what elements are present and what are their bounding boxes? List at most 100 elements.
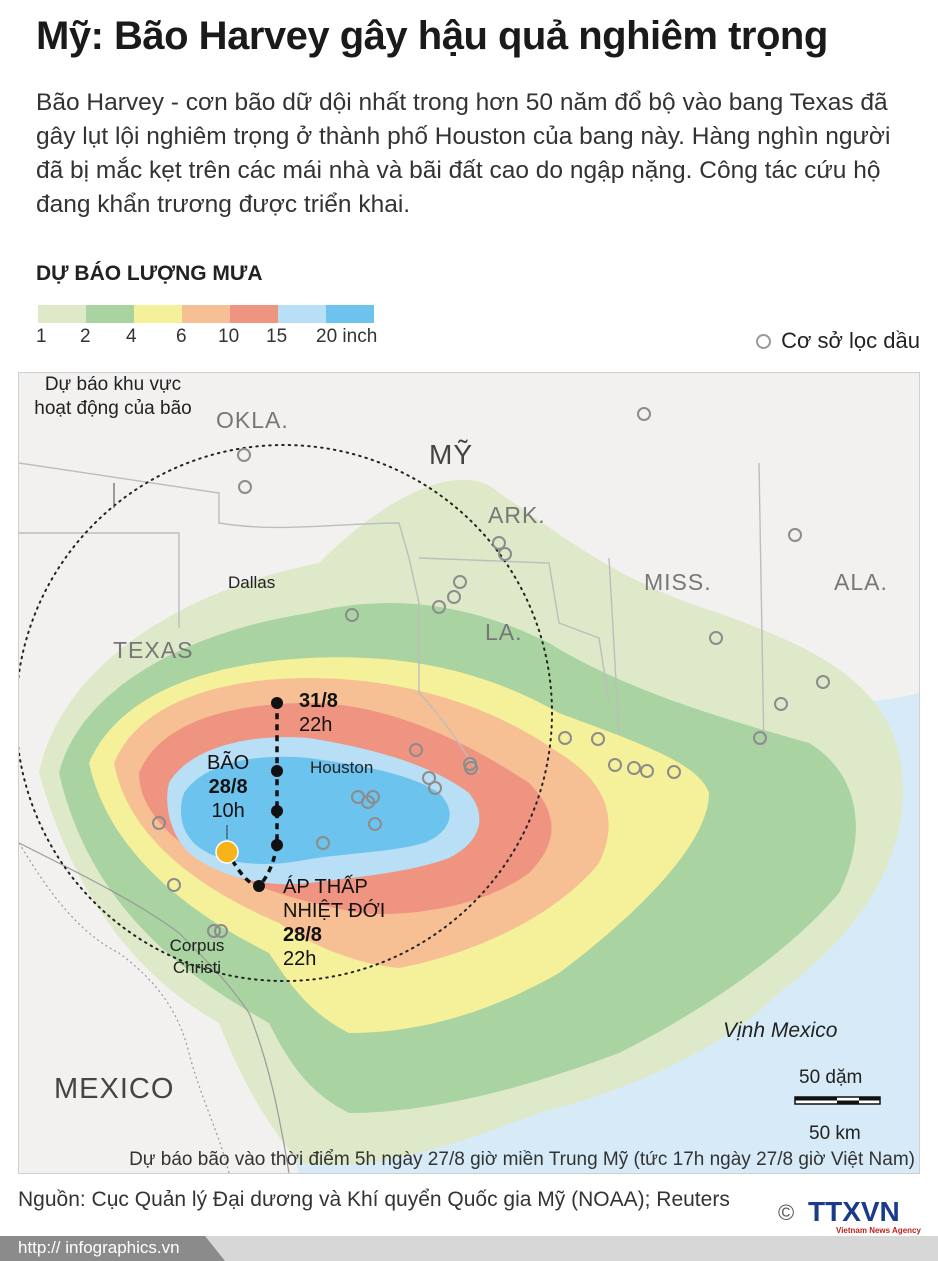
source-text: Nguồn: Cục Quản lý Đại dương và Khí quyể… bbox=[18, 1188, 730, 1211]
scale-label: 20 inch bbox=[316, 326, 378, 347]
refinery-icon bbox=[637, 407, 651, 421]
map-scale-bar bbox=[794, 1096, 881, 1105]
lead-paragraph: Bão Harvey - cơn bão dữ dội nhất trong h… bbox=[36, 89, 891, 218]
depression-label-title: ÁP THẤP NHIỆT ĐỚI bbox=[283, 876, 386, 922]
refinery-icon bbox=[756, 333, 772, 349]
scale-swatch-6 bbox=[182, 305, 230, 323]
end-point-date: 31/8 bbox=[299, 690, 338, 712]
refinery-legend-label: Cơ sở lọc dầu bbox=[781, 328, 920, 353]
refinery-icon bbox=[345, 608, 359, 622]
scale-swatch-20 bbox=[326, 305, 374, 323]
rain-zone-20 bbox=[181, 756, 450, 864]
refinery-icon bbox=[492, 536, 506, 550]
rainfall-color-scale bbox=[38, 305, 374, 323]
storm-label: BÃO 28/8 10h bbox=[207, 751, 249, 823]
storm-track-point bbox=[253, 880, 265, 892]
storm-label-title: BÃO bbox=[207, 752, 250, 774]
refinery-icon bbox=[428, 781, 442, 795]
refinery-icon bbox=[709, 631, 723, 645]
refinery-icon bbox=[447, 590, 461, 604]
storm-track-point bbox=[271, 697, 283, 709]
page-title: Mỹ: Bão Harvey gây hậu quả nghiêm trọng bbox=[36, 14, 828, 58]
end-point-label: 31/8 22h bbox=[299, 689, 338, 737]
city-label-corpus-christi: Corpus Christi bbox=[169, 936, 225, 977]
refinery-icon bbox=[667, 765, 681, 779]
state-label-ala: ALA. bbox=[834, 569, 888, 595]
scale-label: 1 bbox=[36, 326, 47, 347]
city-label-dallas: Dallas bbox=[228, 573, 276, 592]
refinery-icon bbox=[453, 575, 467, 589]
refinery-icon bbox=[498, 547, 512, 561]
storm-label-time: 10h bbox=[211, 800, 245, 822]
scale-label: 10 bbox=[218, 326, 240, 347]
coastline bbox=[19, 842, 290, 1173]
storm-track bbox=[225, 703, 279, 888]
scale-km-label: 50 km bbox=[809, 1123, 861, 1144]
end-point-time: 22h bbox=[299, 714, 333, 736]
storm-label-date: 28/8 bbox=[208, 776, 248, 798]
scale-swatch-15 bbox=[278, 305, 326, 323]
country-label-usa: MỸ bbox=[429, 439, 473, 470]
refinery-icon bbox=[816, 675, 830, 689]
refinery-icon bbox=[238, 480, 252, 494]
refinery-icon bbox=[627, 761, 641, 775]
rainfall-legend-title: DỰ BÁO LƯỢNG MƯA bbox=[36, 262, 263, 285]
state-label-miss: MISS. bbox=[644, 569, 712, 595]
footer-url-link[interactable]: http:// infographics.vn bbox=[18, 1238, 180, 1257]
refinery-icon bbox=[409, 743, 423, 757]
storm-track-point bbox=[271, 765, 283, 777]
map-graphics bbox=[19, 407, 919, 1173]
refinery-icon bbox=[640, 764, 654, 778]
refinery-icon bbox=[422, 771, 436, 785]
refinery-icon bbox=[152, 816, 166, 830]
scale-label: 15 bbox=[266, 326, 288, 347]
refinery-icon bbox=[753, 731, 767, 745]
refinery-icon bbox=[207, 924, 221, 938]
refinery-icon bbox=[608, 758, 622, 772]
ttxvn-logo-subtitle: Vietnam News Agency bbox=[836, 1226, 921, 1235]
state-label-ark: ARK. bbox=[488, 502, 546, 528]
scale-miles-label: 50 dặm bbox=[799, 1067, 863, 1088]
ttxvn-logo-text: TTXVN bbox=[808, 1196, 900, 1227]
forecast-area-circle bbox=[19, 444, 553, 982]
refinery-icon bbox=[464, 761, 478, 775]
refinery-icon bbox=[214, 924, 228, 938]
storm-map: Dự báo khu vực hoạt động của bão OKLA. M… bbox=[18, 372, 920, 1174]
refinery-icon bbox=[788, 528, 802, 542]
refinery-icon bbox=[368, 817, 382, 831]
scale-label: 4 bbox=[126, 326, 137, 347]
refinery-icon bbox=[167, 878, 181, 892]
refinery-icon bbox=[237, 448, 251, 462]
state-label-texas: TEXAS bbox=[113, 637, 194, 663]
ttxvn-logo: TTXVN Vietnam News Agency bbox=[808, 1196, 921, 1235]
scale-label: 2 bbox=[80, 326, 91, 347]
refinery-legend: Cơ sở lọc dầu bbox=[756, 328, 920, 354]
copyright-symbol: © bbox=[778, 1200, 795, 1225]
refinery-icon bbox=[316, 836, 330, 850]
state-label-okla: OKLA. bbox=[216, 407, 289, 433]
depression-label-date: 28/8 bbox=[283, 924, 322, 946]
depression-label: ÁP THẤP NHIỆT ĐỚI 28/8 22h bbox=[283, 875, 403, 971]
refinery-icon bbox=[558, 731, 572, 745]
state-label-la: LA. bbox=[485, 619, 523, 645]
refinery-icon bbox=[774, 697, 788, 711]
storm-icon bbox=[215, 840, 239, 864]
country-label-mexico: MEXICO bbox=[54, 1073, 175, 1105]
scale-swatch-4 bbox=[134, 305, 182, 323]
refinery-icon bbox=[361, 795, 375, 809]
forecast-time-note: Dự báo bão vào thời điểm 5h ngày 27/8 gi… bbox=[129, 1149, 915, 1170]
scale-label: 6 bbox=[176, 326, 187, 347]
scale-swatch-1 bbox=[38, 305, 86, 323]
depression-label-time: 22h bbox=[283, 948, 317, 970]
refinery-icon bbox=[591, 732, 605, 746]
forecast-area-label: Dự báo khu vực hoạt động của bão bbox=[34, 374, 192, 419]
footer-band bbox=[0, 1236, 938, 1261]
scale-swatch-2 bbox=[86, 305, 134, 323]
city-label-houston: Houston bbox=[310, 758, 374, 777]
gulf-label: Vịnh Mexico bbox=[723, 1019, 838, 1042]
scale-swatch-10 bbox=[230, 305, 278, 323]
refinery-markers bbox=[152, 407, 830, 938]
refinery-icon bbox=[432, 600, 446, 614]
state-borders bbox=[19, 462, 765, 774]
storm-track-point bbox=[271, 805, 283, 817]
